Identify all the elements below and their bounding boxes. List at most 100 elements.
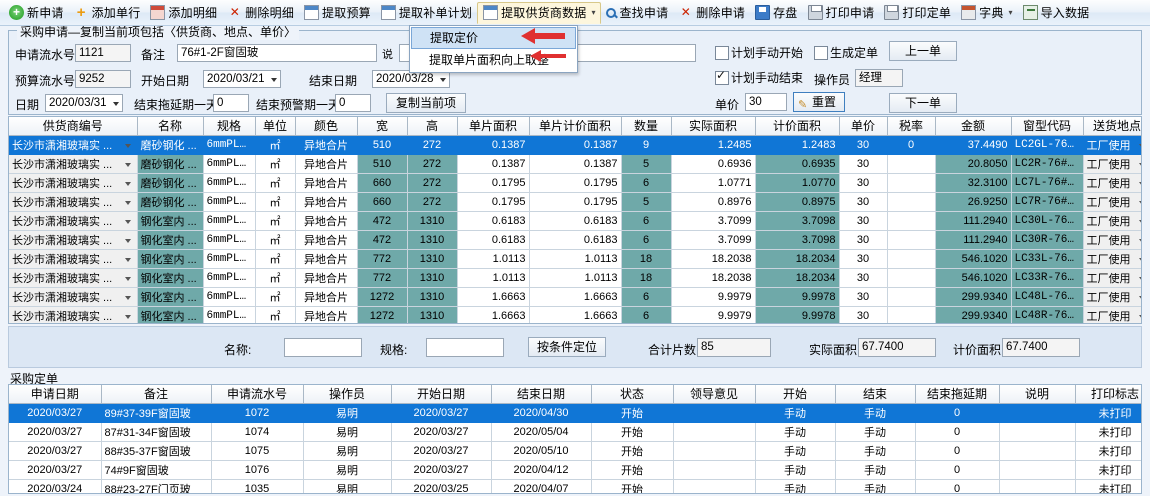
cell-7[interactable]: 1310 [407, 268, 458, 288]
column-header-8[interactable]: 单片面积 [457, 117, 530, 136]
date-picker[interactable]: 2020/03/31 [45, 94, 123, 112]
cell-6[interactable]: 510 [357, 135, 408, 155]
toolbar-button-4[interactable]: 删除明细 [222, 2, 299, 24]
cell-7[interactable]: 272 [407, 192, 458, 212]
cell-10[interactable]: 18 [621, 249, 672, 269]
cell-7[interactable]: 开始 [591, 460, 674, 480]
cell-11[interactable]: 18.2038 [671, 268, 756, 288]
toolbar-button-11[interactable]: 打印申请 [803, 2, 880, 24]
cell-12[interactable] [999, 422, 1076, 442]
cell-13[interactable]: 30 [839, 249, 888, 269]
cell-16[interactable]: LC7R-76#-1FO [1011, 192, 1084, 212]
cell-9[interactable]: 手动 [755, 479, 836, 493]
start-date-picker[interactable]: 2020/03/21 [203, 70, 281, 88]
cell-3[interactable]: 1076 [211, 460, 304, 480]
cell-10[interactable]: 6 [621, 230, 672, 250]
cell-10[interactable]: 5 [621, 154, 672, 174]
unit-price-input[interactable]: 30 [745, 93, 787, 111]
table-row[interactable]: 长沙市潇湘玻璃实 ...磨砂钢化 ...6mmPLE...㎡异地合片660272… [9, 173, 1141, 193]
cell-3[interactable]: 6mmPLE... [203, 154, 256, 174]
cell-8[interactable]: 0.1795 [457, 173, 530, 193]
cell-17[interactable]: 工厂使用 [1083, 211, 1141, 231]
cell-12[interactable]: 0.6935 [755, 154, 840, 174]
cell-11[interactable]: 1.2485 [671, 135, 756, 155]
cell-1[interactable]: 长沙市潇湘玻璃实 ... [9, 154, 138, 174]
column-header-11[interactable]: 结束拖延期 [915, 385, 1000, 404]
column-header-15[interactable]: 金额 [935, 117, 1012, 136]
cell-4[interactable]: ㎡ [255, 306, 296, 323]
column-header-9[interactable]: 开始 [755, 385, 836, 404]
cell-14[interactable] [887, 268, 936, 288]
cell-3[interactable]: 1074 [211, 422, 304, 442]
locate-by-condition-button[interactable]: 按条件定位 [528, 337, 606, 357]
cell-6[interactable]: 1272 [357, 287, 408, 307]
cell-9[interactable]: 0.1795 [529, 173, 622, 193]
column-header-1[interactable]: 供货商编号 [9, 117, 138, 136]
column-header-8[interactable]: 领导意见 [673, 385, 756, 404]
cell-10[interactable]: 手动 [835, 441, 916, 461]
table-row[interactable]: 长沙市潇湘玻璃实 ...钢化室内 ...6mmPLE...㎡异地合片772131… [9, 249, 1141, 269]
cell-6[interactable]: 2020/04/30 [491, 403, 592, 423]
column-header-5[interactable]: 颜色 [295, 117, 358, 136]
cell-2[interactable]: 磨砂钢化 ... [137, 173, 204, 193]
cell-8[interactable]: 0.1387 [457, 135, 530, 155]
cell-9[interactable]: 手动 [755, 422, 836, 442]
column-header-11[interactable]: 实际面积 [671, 117, 756, 136]
cell-11[interactable]: 0 [915, 460, 1000, 480]
cell-6[interactable]: 772 [357, 268, 408, 288]
cell-5[interactable]: 2020/03/27 [391, 441, 492, 461]
cell-16[interactable]: LC48R-76#... [1011, 306, 1084, 323]
cell-7[interactable]: 272 [407, 154, 458, 174]
cell-15[interactable]: 37.4490 [935, 135, 1012, 155]
cell-6[interactable]: 472 [357, 211, 408, 231]
cell-9[interactable]: 手动 [755, 460, 836, 480]
table-row[interactable]: 2020/03/24 88#23-27F门页玻 1035 易明 2020/03/25 20… [9, 479, 1141, 493]
cell-11[interactable]: 3.7099 [671, 211, 756, 231]
cell-6[interactable]: 2020/05/10 [491, 441, 592, 461]
cell-2[interactable]: 88#23-27F门页玻 [101, 479, 212, 493]
table-row[interactable]: 2020/03/27 87#31-34F窗固玻 1074 易明 2020/03/27 20… [9, 422, 1141, 442]
cell-1[interactable]: 长沙市潇湘玻璃实 ... [9, 135, 138, 155]
serial-input[interactable]: 1121 [75, 44, 131, 62]
cell-3[interactable]: 6mmPLE... [203, 135, 256, 155]
cell-17[interactable]: 工厂使用 [1083, 249, 1141, 269]
cell-6[interactable]: 772 [357, 249, 408, 269]
cell-7[interactable]: 1310 [407, 306, 458, 323]
cell-10[interactable]: 6 [621, 287, 672, 307]
cell-13[interactable]: 30 [839, 135, 888, 155]
cell-3[interactable]: 6mmPLE... [203, 249, 256, 269]
cell-10[interactable]: 6 [621, 211, 672, 231]
cell-9[interactable]: 0.6183 [529, 230, 622, 250]
cell-3[interactable]: 6mmPLE... [203, 306, 256, 323]
cell-6[interactable]: 510 [357, 154, 408, 174]
cell-13[interactable]: 未打印 [1075, 422, 1141, 442]
cell-5[interactable]: 异地合片 [295, 192, 358, 212]
toolbar-button-6[interactable]: 提取补单计划 [376, 2, 477, 24]
cell-13[interactable]: 30 [839, 173, 888, 193]
cell-11[interactable]: 0.8976 [671, 192, 756, 212]
cell-14[interactable] [887, 249, 936, 269]
cell-14[interactable] [887, 306, 936, 323]
cell-16[interactable]: LC7L-76#-1FO [1011, 173, 1084, 193]
cell-3[interactable]: 6mmPLE... [203, 287, 256, 307]
cell-7[interactable]: 1310 [407, 249, 458, 269]
cell-5[interactable]: 异地合片 [295, 268, 358, 288]
cell-1[interactable]: 长沙市潇湘玻璃实 ... [9, 249, 138, 269]
next-order-button[interactable]: 下一单 [889, 93, 957, 113]
cell-1[interactable]: 长沙市潇湘玻璃实 ... [9, 287, 138, 307]
cell-12[interactable] [999, 479, 1076, 493]
cell-2[interactable]: 磨砂钢化 ... [137, 154, 204, 174]
cell-8[interactable]: 0.6183 [457, 211, 530, 231]
cell-9[interactable]: 手动 [755, 441, 836, 461]
plan-manual-end-checkbox[interactable]: 计划手动结束 [715, 68, 803, 85]
filter-name-input[interactable] [284, 338, 362, 357]
column-header-13[interactable]: 打印标志 [1075, 385, 1141, 404]
cell-5[interactable]: 异地合片 [295, 173, 358, 193]
cell-16[interactable]: LC30L-76#... [1011, 211, 1084, 231]
cell-1[interactable]: 2020/03/27 [9, 460, 102, 480]
cell-10[interactable]: 5 [621, 192, 672, 212]
generate-order-checkbox[interactable]: 生成定单 [814, 46, 878, 60]
cell-11[interactable]: 9.9979 [671, 287, 756, 307]
cell-13[interactable]: 未打印 [1075, 441, 1141, 461]
cell-13[interactable]: 未打印 [1075, 403, 1141, 423]
